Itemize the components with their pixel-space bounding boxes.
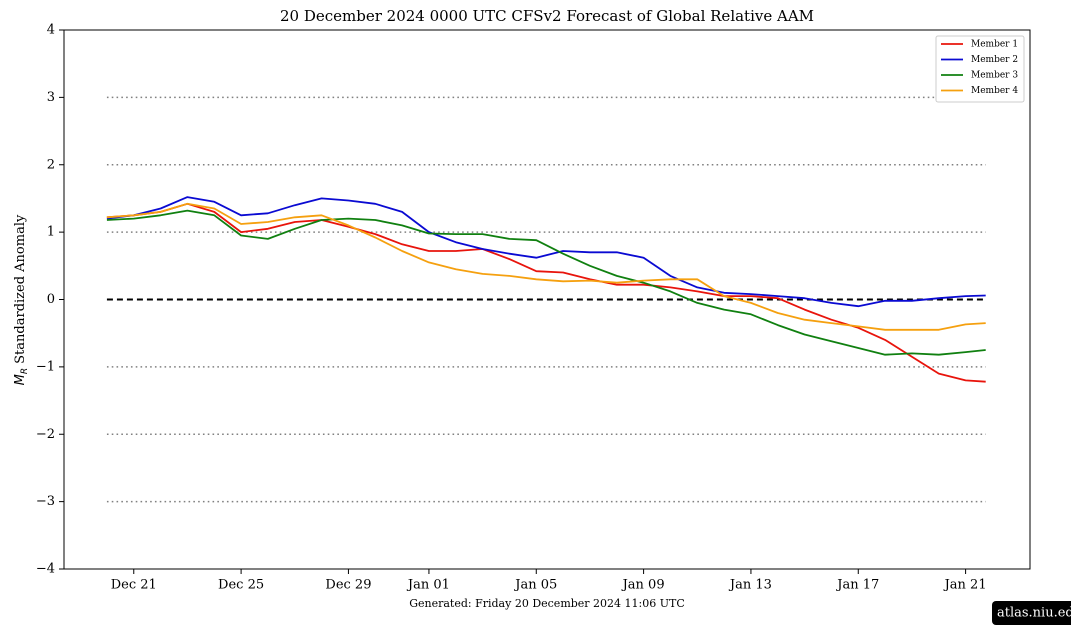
y-axis-label-text: MR Standardized Anomaly	[13, 214, 30, 385]
watermark-box	[992, 601, 1071, 625]
chart-title: 20 December 2024 0000 UTC CFSv2 Forecast…	[280, 7, 814, 25]
y-tick-label: −1	[36, 359, 55, 374]
x-tick-label: Jan 09	[621, 578, 665, 593]
y-axis-label: MR Standardized Anomaly	[13, 214, 30, 385]
y-tick-label: −4	[36, 562, 55, 577]
y-tick-label: 2	[47, 157, 55, 172]
y-tick-label: 0	[47, 292, 55, 307]
footer: Generated: Friday 20 December 2024 11:06…	[409, 597, 685, 610]
legend-label: Member 3	[971, 71, 1018, 81]
series-line	[106, 196, 986, 308]
x-tick-label: Dec 21	[111, 578, 157, 593]
legend-label: Member 4	[971, 86, 1018, 96]
x-tick-label: Jan 21	[943, 578, 987, 593]
x-tick-label: Jan 13	[728, 578, 772, 593]
y-tick-label: −3	[36, 494, 55, 509]
series-line	[106, 202, 986, 331]
y-label-subscript: R	[20, 368, 30, 374]
y-tick-label: 4	[47, 23, 55, 38]
y-label-symbol: M	[13, 374, 28, 385]
y-label-text: Standardized Anomaly	[13, 214, 28, 364]
x-tick-label: Jan 17	[835, 578, 879, 593]
y-tick-label: 3	[47, 90, 55, 105]
y-tick-label: −2	[36, 427, 55, 442]
y-tick-label: 1	[47, 225, 55, 240]
series-line	[106, 202, 986, 383]
watermark: atlas.niu.edu	[997, 606, 1071, 621]
x-tick-label: Dec 29	[325, 578, 371, 593]
x-tick-label: Jan 05	[513, 578, 557, 593]
x-tick-label: Jan 01	[406, 578, 450, 593]
series-line	[106, 209, 986, 356]
legend-label: Member 2	[971, 55, 1018, 65]
legend-label: Member 1	[971, 40, 1018, 50]
legend-box	[935, 35, 1025, 103]
x-tick-label: Dec 25	[218, 578, 264, 593]
